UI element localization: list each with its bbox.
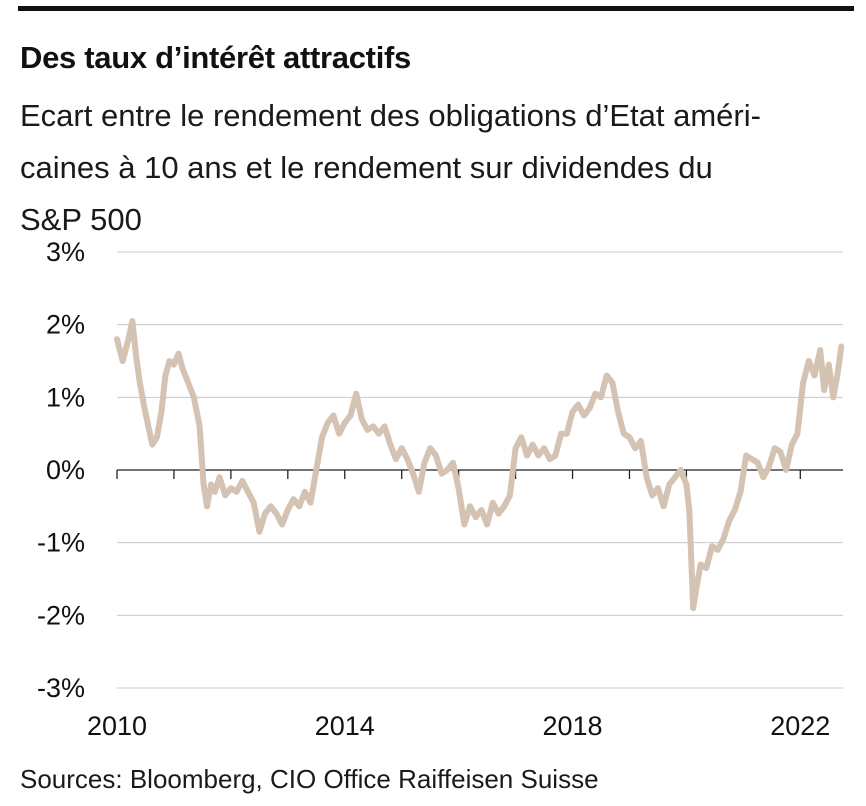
y-tick-label: -2% bbox=[37, 600, 85, 630]
y-tick-label: 0% bbox=[46, 455, 85, 485]
y-tick-label: 2% bbox=[46, 310, 85, 340]
x-axis-labels: 2010 2014 2018 2022 bbox=[87, 711, 830, 741]
y-tick-label: -3% bbox=[37, 673, 85, 703]
y-tick-label: 3% bbox=[46, 237, 85, 267]
series-layer bbox=[114, 318, 845, 612]
zero-axis bbox=[116, 469, 843, 479]
top-rule bbox=[18, 6, 854, 11]
x-tick-label: 2010 bbox=[87, 711, 147, 741]
subtitle-line: Ecart entre le rendement des obligations… bbox=[20, 98, 761, 133]
y-axis-labels: 3% 2% 1% 0% -1% -2% -3% bbox=[37, 237, 85, 703]
chart-subtitle: Ecart entre le rendement des obligations… bbox=[20, 90, 860, 246]
x-tick-label: 2022 bbox=[770, 711, 830, 741]
x-tick-label: 2018 bbox=[542, 711, 602, 741]
grid-layer bbox=[117, 251, 843, 689]
chart-title: Des taux d’intérêt attractifs bbox=[20, 40, 411, 75]
y-tick-label: 1% bbox=[46, 382, 85, 412]
subtitle-line: caines à 10 ans et le rendement sur divi… bbox=[20, 150, 713, 185]
subtitle-line: S&P 500 bbox=[20, 202, 142, 237]
series-line bbox=[114, 318, 845, 612]
source-note: Sources: Bloomberg, CIO Office Raiffeise… bbox=[20, 764, 599, 794]
y-tick-label: -1% bbox=[37, 528, 85, 558]
x-tick-label: 2014 bbox=[315, 711, 375, 741]
